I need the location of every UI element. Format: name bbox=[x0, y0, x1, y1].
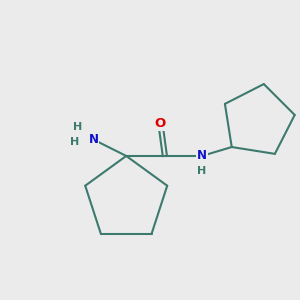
Text: N: N bbox=[197, 149, 207, 162]
Text: H: H bbox=[74, 122, 83, 132]
Text: H: H bbox=[70, 137, 80, 147]
Text: H: H bbox=[197, 166, 207, 176]
Text: N: N bbox=[88, 133, 98, 146]
Text: O: O bbox=[155, 117, 166, 130]
